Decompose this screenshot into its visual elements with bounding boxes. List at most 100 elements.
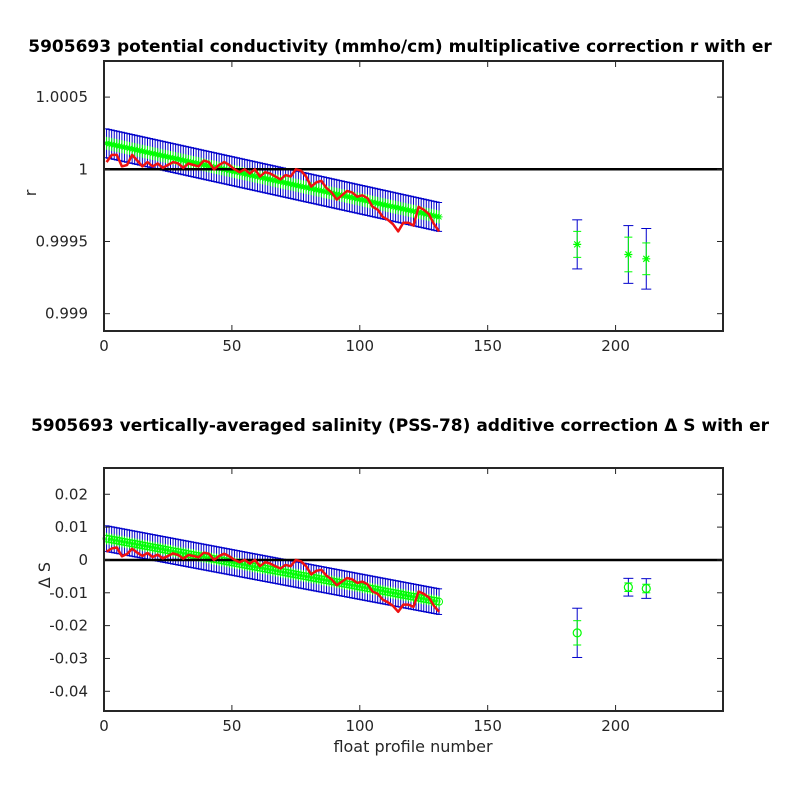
data-point bbox=[279, 178, 287, 186]
data-point bbox=[624, 250, 633, 259]
data-point bbox=[422, 210, 430, 218]
data-point bbox=[284, 180, 292, 188]
data-point bbox=[156, 151, 164, 159]
chart-title: 5905693 vertically-averaged salinity (PS… bbox=[31, 416, 770, 436]
data-point bbox=[312, 186, 320, 194]
data-point bbox=[397, 204, 405, 212]
data-point bbox=[141, 148, 149, 156]
data-point bbox=[392, 203, 400, 211]
data-point bbox=[433, 212, 441, 220]
data-point bbox=[353, 195, 361, 203]
axes-frame bbox=[103, 60, 724, 332]
data-point bbox=[190, 159, 198, 167]
y-tick-label: 1.0005 bbox=[36, 88, 89, 106]
data-point bbox=[253, 173, 261, 181]
data-point bbox=[420, 210, 428, 218]
data-point bbox=[108, 140, 116, 148]
data-point bbox=[386, 202, 394, 210]
data-point bbox=[435, 213, 443, 221]
data-point bbox=[310, 185, 318, 193]
x-tick-label: 100 bbox=[345, 337, 374, 355]
data-point bbox=[246, 171, 254, 179]
data-point bbox=[641, 583, 651, 594]
data-point bbox=[174, 155, 182, 163]
data-point bbox=[435, 597, 444, 606]
y-tick-label: -0.02 bbox=[49, 617, 88, 635]
data-point bbox=[264, 175, 272, 183]
data-point bbox=[238, 169, 246, 177]
data-point bbox=[369, 198, 377, 206]
data-point bbox=[182, 157, 190, 165]
data-point bbox=[402, 206, 410, 214]
data-point bbox=[623, 582, 633, 592]
data-point bbox=[427, 211, 435, 219]
data-point bbox=[325, 189, 333, 197]
data-point bbox=[317, 187, 325, 195]
x-axis-label: float profile number bbox=[333, 737, 493, 756]
data-point bbox=[169, 154, 177, 162]
x-tick-label: 0 bbox=[99, 337, 109, 355]
data-point bbox=[115, 142, 123, 150]
data-point bbox=[330, 190, 338, 198]
data-point bbox=[274, 177, 282, 185]
y-tick-label: 0.9995 bbox=[36, 232, 89, 250]
data-point bbox=[289, 181, 297, 189]
data-point bbox=[381, 201, 389, 209]
x-tick-label: 150 bbox=[473, 717, 502, 735]
y-tick-label: 0 bbox=[78, 551, 88, 569]
data-point bbox=[172, 155, 180, 163]
data-point bbox=[363, 197, 371, 205]
data-point bbox=[154, 151, 162, 159]
data-point bbox=[266, 176, 274, 184]
isolated-point bbox=[623, 225, 634, 284]
data-point bbox=[202, 161, 210, 169]
data-point bbox=[233, 168, 241, 176]
data-point bbox=[200, 161, 208, 169]
y-tick-label: -0.03 bbox=[49, 649, 88, 667]
data-point bbox=[251, 172, 259, 180]
data-point bbox=[340, 192, 348, 200]
y-tick-label: 1 bbox=[78, 160, 88, 178]
x-tick-label: 50 bbox=[222, 717, 241, 735]
data-point bbox=[259, 174, 267, 182]
data-point bbox=[323, 188, 331, 196]
data-point bbox=[379, 200, 387, 208]
data-point bbox=[123, 144, 131, 152]
data-point bbox=[118, 143, 126, 151]
data-point bbox=[164, 153, 172, 161]
data-point bbox=[177, 156, 185, 164]
data-point bbox=[305, 184, 313, 192]
y-tick-label: -0.01 bbox=[49, 584, 88, 602]
data-point bbox=[167, 153, 175, 161]
data-point bbox=[184, 157, 192, 165]
data-point bbox=[335, 191, 343, 199]
data-point bbox=[302, 183, 310, 191]
y-axis-label: Δ S bbox=[35, 562, 54, 588]
data-point bbox=[146, 149, 154, 157]
fit-series bbox=[103, 128, 443, 232]
x-tick-label: 100 bbox=[345, 717, 374, 735]
data-point bbox=[348, 194, 356, 202]
data-point bbox=[243, 170, 251, 178]
data-point bbox=[276, 178, 284, 186]
measured-series-line bbox=[105, 153, 441, 233]
x-tick-label: 200 bbox=[601, 717, 630, 735]
data-point bbox=[205, 162, 213, 170]
data-point bbox=[404, 206, 412, 214]
data-point bbox=[399, 205, 407, 213]
data-point bbox=[195, 160, 203, 168]
data-point bbox=[407, 207, 415, 215]
data-point bbox=[292, 181, 300, 189]
data-point bbox=[410, 207, 417, 215]
x-tick-label: 150 bbox=[473, 337, 502, 355]
data-point bbox=[105, 140, 113, 148]
data-point bbox=[394, 204, 402, 212]
isolated-point bbox=[641, 578, 652, 599]
data-point bbox=[307, 185, 315, 193]
data-point bbox=[120, 143, 128, 151]
data-point bbox=[287, 180, 295, 188]
data-point bbox=[113, 142, 121, 150]
data-point bbox=[361, 197, 369, 205]
data-point bbox=[358, 196, 366, 204]
